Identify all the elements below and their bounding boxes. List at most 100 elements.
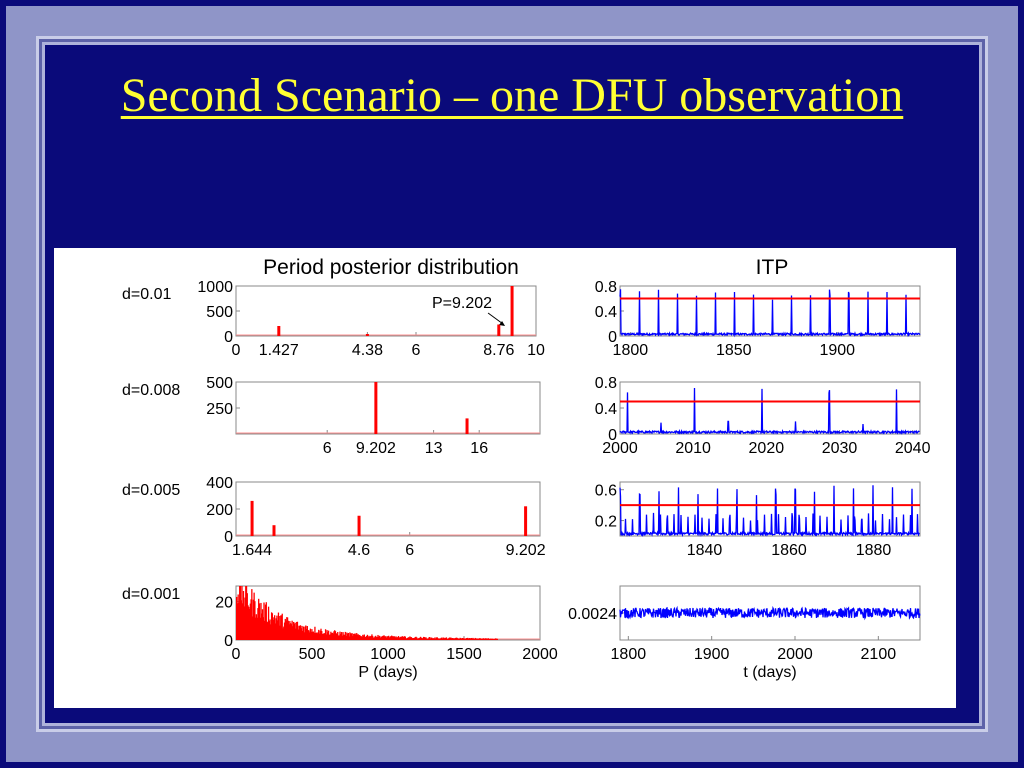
posterior-d0001-bar [366, 634, 369, 640]
posterior-d0001-bar [437, 638, 439, 640]
ITP-d0001-xtick-label: 1900 [694, 646, 730, 663]
posterior-d0001-bar [414, 637, 416, 640]
ITP-d0001-xlabel: t (days) [743, 664, 796, 681]
posterior-d0008-ytick-label: 500 [206, 375, 233, 392]
posterior-d0001-bar [313, 633, 315, 640]
posterior-d0001-bar [315, 633, 317, 640]
posterior-d0001-bar [426, 638, 429, 640]
posterior-d0001-bar [400, 636, 402, 640]
posterior-d0001-bar [278, 616, 280, 640]
posterior-d0001-bar [254, 601, 256, 640]
posterior-d0001-bar [265, 602, 267, 640]
ITP-d0005-axes-box [619, 481, 921, 537]
posterior-d0001-bar [404, 636, 407, 640]
posterior-d0001-bar [248, 606, 250, 640]
posterior-d0001-bar [382, 635, 384, 640]
posterior-d0008-bar [374, 382, 378, 434]
posterior-d0001-bar [312, 631, 314, 640]
posterior-d0001-bar [335, 633, 337, 640]
posterior-d0001-bar [466, 638, 468, 640]
posterior-d0001-bar [431, 637, 433, 640]
posterior-d0001-bar [492, 639, 495, 640]
posterior-d0001-bar [428, 637, 430, 640]
posterior-d0001-bar [354, 633, 356, 640]
posterior-d0001-bar [364, 636, 366, 640]
posterior-d0001-bar [489, 638, 491, 640]
posterior-d0001-bar [372, 635, 374, 640]
posterior-d0001-bar [469, 638, 471, 640]
ITP-d0008-ytick-label: 0.4 [595, 401, 617, 418]
posterior-d0001-bar [246, 593, 248, 640]
ITP-d001-series-line [619, 289, 921, 338]
posterior-d0001-bar [490, 638, 492, 640]
posterior-d0001-bar [369, 636, 371, 640]
posterior-d0001-bar [345, 636, 347, 640]
posterior-d0001-bar [355, 634, 357, 640]
posterior-d0001-bar [359, 634, 361, 640]
posterior-d0001-bar [381, 636, 384, 640]
posterior-d001-xtick-label: 1.427 [259, 342, 299, 359]
ITP-d0001-xtick-label: 2100 [861, 646, 897, 663]
posterior-d0001-bar [472, 637, 474, 640]
posterior-d0001-bar [441, 637, 443, 640]
posterior-d0001-bar [359, 636, 362, 640]
posterior-d0001-bar [425, 637, 427, 640]
posterior-d0001-bar [434, 637, 436, 640]
posterior-d0001-bar [268, 620, 270, 640]
posterior-d0001-bar [461, 637, 464, 640]
posterior-d0001-bar [456, 637, 458, 640]
posterior-d0001-bar [453, 638, 455, 640]
ITP-d001-ytick-label: 0.4 [595, 304, 617, 321]
posterior-d001-bar [497, 324, 501, 336]
posterior-d0001-bar [356, 633, 358, 640]
posterior-d0001-bar [435, 638, 437, 640]
posterior-d0001-bar [317, 632, 319, 640]
ITP-d0008-xtick-label: 2010 [675, 440, 711, 457]
posterior-d0001-bar [479, 638, 482, 640]
ITP-d001-xtick-label: 1900 [819, 342, 855, 359]
posterior-d0001-bar [324, 629, 327, 640]
posterior-d0001-bar [429, 638, 432, 640]
posterior-d0001-bar [236, 596, 238, 640]
posterior-d0001-bar [433, 638, 435, 640]
posterior-d001-xtick-label: 6 [412, 342, 421, 359]
ITP-d0005-ytick-label: 0.6 [595, 483, 617, 500]
posterior-d0001-bar [288, 624, 290, 640]
posterior-d0001-bar [450, 637, 452, 640]
posterior-d0001-bar [251, 616, 254, 640]
posterior-d0001-bar [486, 638, 488, 640]
posterior-d0001-bar [465, 638, 467, 640]
posterior-d0001-bar [312, 631, 315, 640]
posterior-d0001-bar [327, 632, 329, 640]
posterior-d0001-xlabel: P (days) [358, 664, 417, 681]
posterior-d0005-xtick-label: 4.6 [348, 542, 370, 559]
posterior-d0001-bar [275, 618, 277, 640]
posterior-d0001-bar [384, 636, 386, 640]
posterior-d0001-bar [484, 638, 486, 640]
posterior-d0001-bar [283, 622, 286, 640]
posterior-d0001-bar [290, 624, 293, 640]
posterior-d0005-xtick-label: 1.644 [232, 542, 272, 559]
posterior-d0001-bar [287, 620, 289, 640]
posterior-d0001-bar [362, 634, 364, 640]
figure-panel: Period posterior distribution ITP d=0.01… [54, 248, 956, 708]
posterior-d001-annotation: P=9.202 [432, 295, 492, 312]
posterior-d0001-bar [322, 633, 324, 640]
posterior-d0001-bar [395, 636, 397, 640]
posterior-d0001-bar [479, 638, 481, 640]
posterior-d0001-bar [350, 633, 353, 640]
posterior-d0001-bar [388, 635, 390, 640]
posterior-d0001-bar [486, 638, 489, 640]
ITP-d0008-xtick-label: 2040 [895, 440, 931, 457]
posterior-d0001-bar [432, 638, 435, 640]
posterior-d0001-bar [383, 635, 385, 640]
posterior-d0001-bar [451, 638, 454, 640]
ITP-d0008-xtick-label: 2030 [822, 440, 858, 457]
posterior-d0008-ytick-label: 250 [206, 401, 233, 418]
posterior-d0001-bar [403, 636, 405, 640]
posterior-d0001-bar [298, 625, 300, 640]
posterior-d0001-bar [311, 629, 313, 640]
posterior-d0001-bar [310, 631, 312, 640]
posterior-d0001-bar [372, 637, 375, 640]
posterior-d0001-bar [462, 638, 464, 640]
